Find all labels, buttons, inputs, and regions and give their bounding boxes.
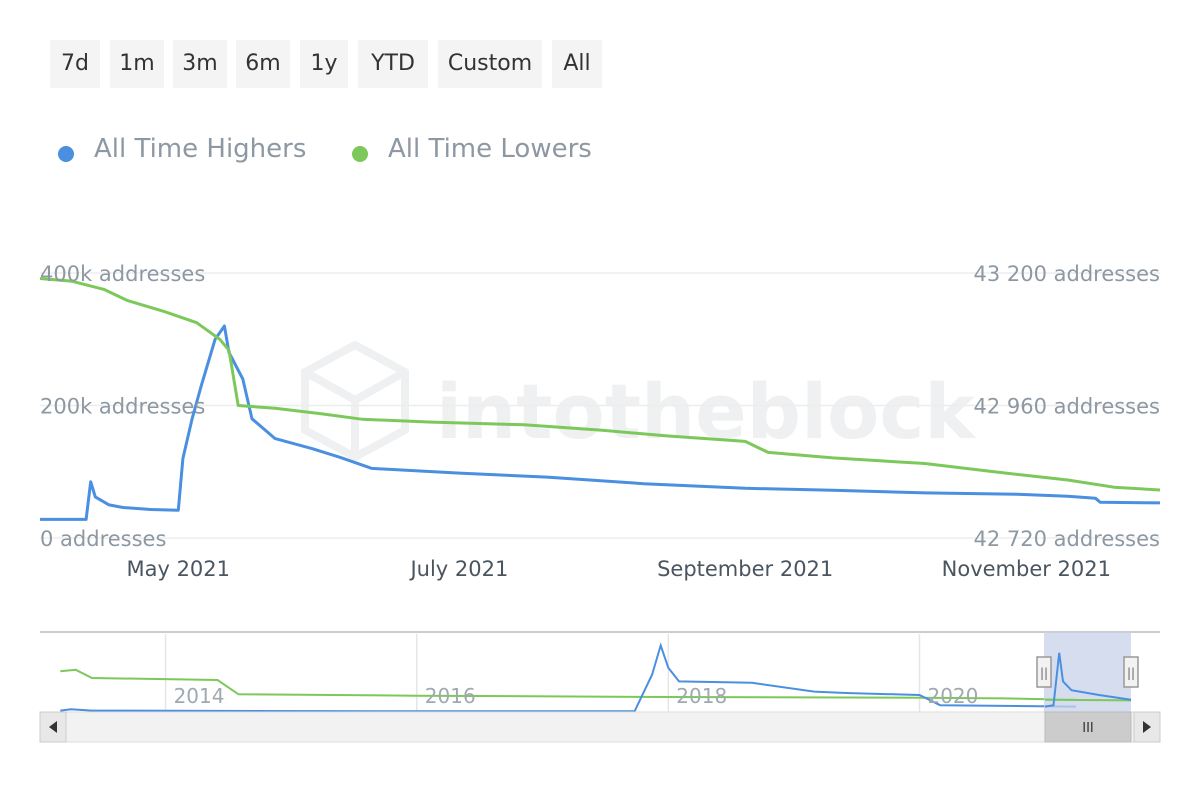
- navigator-line-all-time-lowers: [60, 668, 1077, 701]
- x-tick-label: September 2021: [657, 557, 833, 581]
- navigator-axis-labels: 2014 2016 2018 2020: [174, 684, 979, 708]
- navigator-x-tick-label: 2016: [425, 684, 476, 708]
- navigator-selected-line-lowers: [1044, 698, 1132, 702]
- x-tick-label: November 2021: [942, 557, 1111, 581]
- navigator-selected-series: [1044, 652, 1132, 708]
- watermark-text: intotheblock: [436, 367, 976, 456]
- legend-dot-lowers: [352, 146, 368, 162]
- navigator-series: [60, 642, 1077, 713]
- navigator[interactable]: || || 2014 2016 2018 2020 III: [0, 620, 1200, 780]
- series-line-all-time-highers[interactable]: [40, 324, 1161, 521]
- range-button-6m[interactable]: 6m: [236, 40, 290, 88]
- x-tick-label: July 2021: [408, 557, 508, 581]
- handle-right-grip-icon: ||: [1127, 666, 1135, 680]
- legend-item-highers[interactable]: All Time Highers: [50, 130, 330, 174]
- series-lines: [39, 277, 1161, 521]
- navigator-x-tick-label: 2020: [927, 684, 978, 708]
- main-chart: intotheblock 0 addresses 200k addresses 40…: [39, 262, 1161, 581]
- legend-label-lowers: All Time Lowers: [388, 134, 592, 164]
- y-left-tick-label: 200k addresses: [40, 395, 205, 419]
- navigator-selected-line-highers: [1044, 652, 1132, 708]
- range-button-all[interactable]: All: [552, 40, 602, 88]
- grid-lines: [40, 272, 1160, 539]
- navigator-x-tick-label: 2014: [174, 684, 225, 708]
- y-right-tick-label: 42 720 addresses: [973, 527, 1160, 551]
- navigator-handle-right[interactable]: ||: [1123, 656, 1139, 688]
- scrollbar-left-arrow[interactable]: [39, 711, 67, 743]
- navigator-x-tick-label: 2018: [676, 684, 727, 708]
- range-button-custom[interactable]: Custom: [438, 40, 542, 88]
- navigator-selection[interactable]: [1044, 632, 1131, 712]
- arrow-right-icon: [1143, 721, 1151, 733]
- navigator-line-all-time-highers: [60, 642, 1077, 713]
- scrollbar-track[interactable]: [39, 711, 1161, 743]
- scrollbar-thumb[interactable]: III: [1044, 711, 1132, 743]
- y-right-tick-label: 42 960 addresses: [973, 395, 1160, 419]
- series-line-all-time-lowers[interactable]: [39, 277, 1161, 492]
- y-right-tick-label: 43 200 addresses: [973, 262, 1160, 286]
- range-selector: 7d 1m 3m 6m 1y YTD Custom All: [0, 0, 1200, 100]
- x-tick-label: May 2021: [126, 557, 230, 581]
- axis-labels: 0 addresses 200k addresses 400k addresses 4…: [40, 262, 1160, 581]
- range-button-1m[interactable]: 1m: [110, 40, 164, 88]
- scrollbar-thumb-grip-icon: III: [1082, 721, 1094, 736]
- range-button-1y[interactable]: 1y: [300, 40, 348, 88]
- range-button-7d[interactable]: 7d: [50, 40, 100, 88]
- scrollbar-right-arrow[interactable]: [1133, 711, 1161, 743]
- watermark: intotheblock: [301, 340, 976, 462]
- legend-dot-highers: [58, 146, 74, 162]
- range-button-ytd[interactable]: YTD: [358, 40, 428, 88]
- range-button-3m[interactable]: 3m: [173, 40, 227, 88]
- watermark-logo-icon: [301, 340, 409, 462]
- navigator-handle-left[interactable]: ||: [1036, 656, 1052, 688]
- handle-left-grip-icon: ||: [1040, 666, 1048, 680]
- navigator-grid: [164, 634, 921, 712]
- y-left-tick-label: 400k addresses: [40, 262, 205, 286]
- legend-label-highers: All Time Highers: [94, 134, 307, 164]
- legend-item-lowers[interactable]: All Time Lowers: [344, 130, 614, 174]
- arrow-left-icon: [49, 721, 57, 733]
- watermark-logo-inner-icon: [303, 368, 407, 405]
- y-left-tick-label: 0 addresses: [40, 527, 166, 551]
